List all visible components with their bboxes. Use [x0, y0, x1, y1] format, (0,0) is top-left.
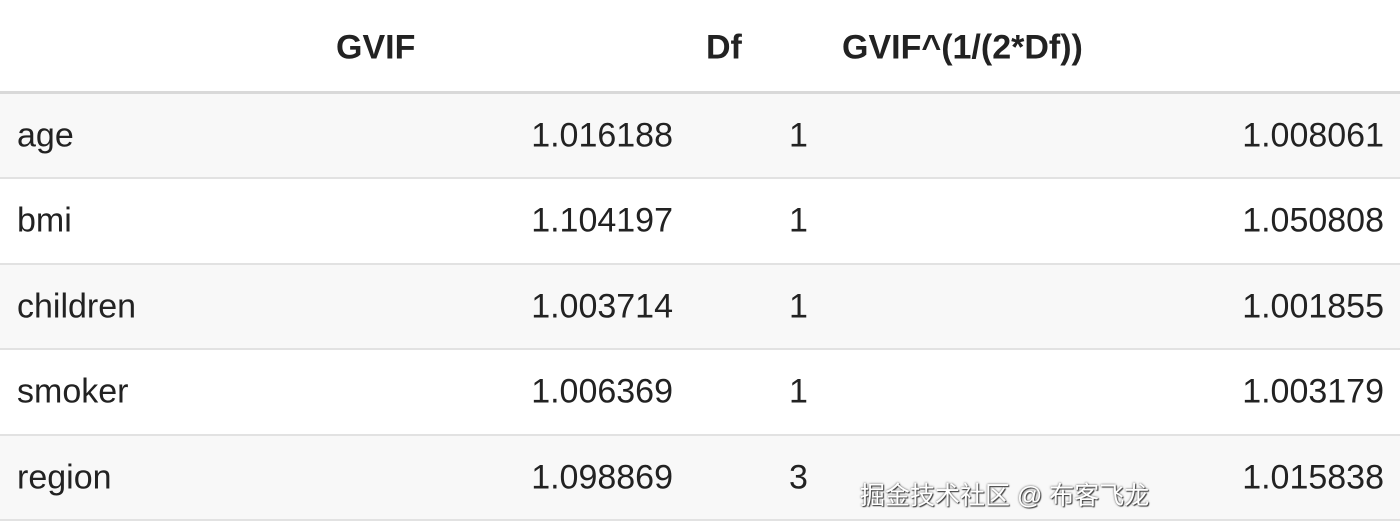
df-value: 3	[789, 458, 808, 496]
row-name: children	[17, 287, 137, 325]
table-row: bmi 1.104197 1 1.050808	[0, 180, 1400, 265]
gvif-value: 1.104197	[531, 201, 673, 240]
gvif-adjusted-value: 1.008061	[1242, 116, 1384, 154]
header-df: Df	[706, 28, 742, 67]
df-value: 1	[789, 287, 808, 325]
gvif-value: 1.098869	[531, 458, 673, 496]
df-value: 1	[789, 372, 808, 411]
table-row: smoker 1.006369 1 1.003179	[0, 351, 1400, 436]
row-name: region	[17, 458, 112, 496]
gvif-adjusted-value: 1.003179	[1242, 372, 1384, 411]
gvif-value: 1.016188	[531, 116, 673, 154]
row-name: smoker	[17, 372, 129, 411]
row-name: age	[17, 116, 74, 154]
table-row: region 1.098869 3 1.015838	[0, 436, 1400, 521]
table-row: age 1.016188 1 1.008061	[0, 94, 1400, 179]
gvif-adjusted-value: 1.050808	[1242, 201, 1384, 240]
gvif-adjusted-value: 1.015838	[1242, 458, 1384, 496]
row-name: bmi	[17, 201, 72, 240]
header-gvif-adjusted: GVIF^(1/(2*Df))	[842, 28, 1083, 67]
table-header: GVIF Df GVIF^(1/(2*Df))	[0, 0, 1400, 94]
header-gvif: GVIF	[336, 28, 416, 67]
table-row: children 1.003714 1 1.001855	[0, 265, 1400, 350]
df-value: 1	[789, 116, 808, 154]
gvif-adjusted-value: 1.001855	[1242, 287, 1384, 325]
watermark: 掘金技术社区 @ 布客飞龙	[860, 482, 1150, 510]
gvif-value: 1.003714	[531, 287, 673, 325]
df-value: 1	[789, 201, 808, 240]
gvif-value: 1.006369	[531, 372, 673, 411]
